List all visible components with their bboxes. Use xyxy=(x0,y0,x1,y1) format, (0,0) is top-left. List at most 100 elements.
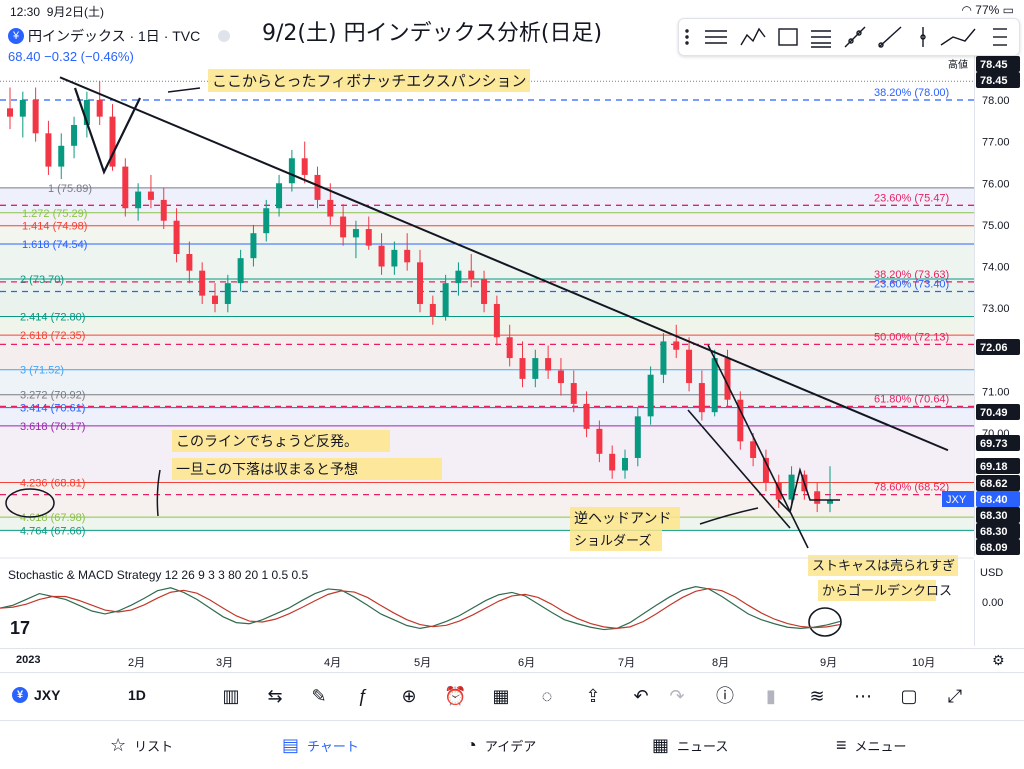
candle[interactable] xyxy=(622,449,628,479)
candle[interactable] xyxy=(404,233,411,271)
candle[interactable] xyxy=(45,120,52,175)
drawing-tools[interactable] xyxy=(679,19,1019,55)
undo-icon[interactable]: ↶ xyxy=(633,686,649,706)
info-icon[interactable]: ⓘ xyxy=(716,686,734,706)
wave-tool-icon[interactable] xyxy=(740,27,766,46)
candle[interactable] xyxy=(352,220,359,259)
rect-icon[interactable]: ▢ xyxy=(900,686,918,706)
candle[interactable] xyxy=(673,324,680,359)
hand-drawn-zigzag[interactable] xyxy=(73,87,141,175)
candle[interactable] xyxy=(109,104,116,171)
price-axis[interactable] xyxy=(974,56,1024,556)
candle[interactable] xyxy=(173,208,180,263)
layout-icon[interactable]: ▦ xyxy=(492,686,510,706)
alert-icon[interactable]: ⏰ xyxy=(444,686,467,706)
candle[interactable] xyxy=(481,270,488,313)
replay-icon[interactable]: ⇆ xyxy=(267,686,283,706)
candle[interactable] xyxy=(532,349,539,388)
indicator-axis[interactable] xyxy=(974,560,1024,646)
candle[interactable] xyxy=(199,262,206,304)
candle[interactable] xyxy=(468,254,475,288)
candle[interactable] xyxy=(647,366,654,425)
candle[interactable] xyxy=(276,174,283,217)
candle[interactable] xyxy=(340,204,347,246)
candle[interactable] xyxy=(737,391,744,450)
drawing-toolbar[interactable] xyxy=(678,18,1020,56)
trend-angle-tool-icon[interactable] xyxy=(844,26,866,48)
formula-icon[interactable]: ƒ xyxy=(357,686,368,706)
candle[interactable] xyxy=(570,370,577,413)
candle[interactable] xyxy=(429,295,436,325)
fib-tool-icon[interactable] xyxy=(705,30,727,44)
tradingview-logo[interactable]: 17 xyxy=(10,618,31,638)
tab-chart[interactable]: ▤ チャート xyxy=(282,735,359,755)
tab-ideas[interactable]: ◔ アイデア xyxy=(466,735,537,755)
candle[interactable] xyxy=(557,358,564,396)
timeframe-button[interactable]: 1D xyxy=(128,687,146,703)
candle[interactable] xyxy=(493,295,500,346)
candle[interactable] xyxy=(288,149,295,192)
candle[interactable] xyxy=(724,349,731,409)
candle[interactable] xyxy=(19,91,26,138)
hand-drawn-mark[interactable] xyxy=(777,467,840,514)
fib-extension-tool-icon[interactable] xyxy=(811,30,831,48)
candle[interactable] xyxy=(519,341,526,388)
candle[interactable] xyxy=(122,158,129,217)
candle[interactable] xyxy=(160,187,167,230)
candle[interactable] xyxy=(96,81,103,125)
symbol-search-button[interactable]: ¥ JXY xyxy=(12,687,60,703)
tab-menu[interactable]: ≡ メニュー xyxy=(836,735,907,755)
candle[interactable] xyxy=(147,174,154,209)
candle[interactable] xyxy=(711,349,718,417)
candle[interactable] xyxy=(455,262,462,296)
time-axis[interactable]: 2023 2月 3月 4月 5月 6月 7月 8月 9月 10月 ⚙ xyxy=(0,648,1024,671)
wedge-line-lower[interactable] xyxy=(687,409,791,529)
tab-list[interactable]: ☆ リスト xyxy=(110,735,174,755)
candle[interactable] xyxy=(506,324,513,367)
candle[interactable] xyxy=(71,116,78,159)
share-icon[interactable]: ⇪ xyxy=(585,686,601,706)
candle[interactable] xyxy=(224,274,231,313)
candle[interactable] xyxy=(609,445,616,479)
candle[interactable] xyxy=(135,183,142,221)
tab-news[interactable]: ▦ ニュース xyxy=(652,735,729,755)
path-tool-icon[interactable] xyxy=(940,28,976,46)
settings-icon[interactable]: ⚙ xyxy=(992,652,1005,668)
candles-icon[interactable]: ▥ xyxy=(222,686,240,706)
more-icon[interactable]: ⋯ xyxy=(854,686,872,706)
candle[interactable] xyxy=(596,420,603,463)
symbol-header[interactable]: ¥ 円インデックス · 1日 · TVC xyxy=(8,26,231,46)
price-chart[interactable]: 1 (75.89) 1.272 (75.29)1.414 (74.98) 1.618… xyxy=(0,0,1024,648)
candle[interactable] xyxy=(660,333,667,384)
candle[interactable] xyxy=(7,87,13,130)
pen-icon[interactable]: ✎ xyxy=(311,686,327,706)
indicator-legend[interactable]: Stochastic & MACD Strategy 12 26 9 3 3 8… xyxy=(8,568,309,582)
candle[interactable] xyxy=(301,141,308,184)
candle[interactable] xyxy=(391,241,398,275)
candle[interactable] xyxy=(634,408,641,467)
candle[interactable] xyxy=(314,166,321,209)
candle[interactable] xyxy=(750,433,757,467)
candle[interactable] xyxy=(775,474,782,508)
trend-icon[interactable]: ≋ xyxy=(809,686,825,706)
bars-icon[interactable]: ▮ xyxy=(766,686,776,706)
candle[interactable] xyxy=(32,87,39,142)
candle[interactable] xyxy=(762,449,769,492)
candle[interactable] xyxy=(237,249,244,292)
add-icon[interactable]: ⊕ xyxy=(401,686,417,706)
candle[interactable] xyxy=(250,224,257,267)
candle[interactable] xyxy=(212,283,218,313)
candle[interactable] xyxy=(263,199,270,242)
candle[interactable] xyxy=(827,466,833,513)
candle[interactable] xyxy=(58,133,65,180)
candle[interactable] xyxy=(814,482,821,513)
fullscreen-icon[interactable]: ⤢ xyxy=(947,686,963,706)
candle[interactable] xyxy=(378,233,385,275)
currency-label[interactable]: USD xyxy=(980,567,1004,579)
candle[interactable] xyxy=(583,391,590,438)
candle[interactable] xyxy=(365,216,372,250)
candle[interactable] xyxy=(442,274,449,321)
vertical-line-tool-icon[interactable] xyxy=(920,27,926,47)
candle[interactable] xyxy=(417,249,423,313)
candle[interactable] xyxy=(83,91,90,138)
